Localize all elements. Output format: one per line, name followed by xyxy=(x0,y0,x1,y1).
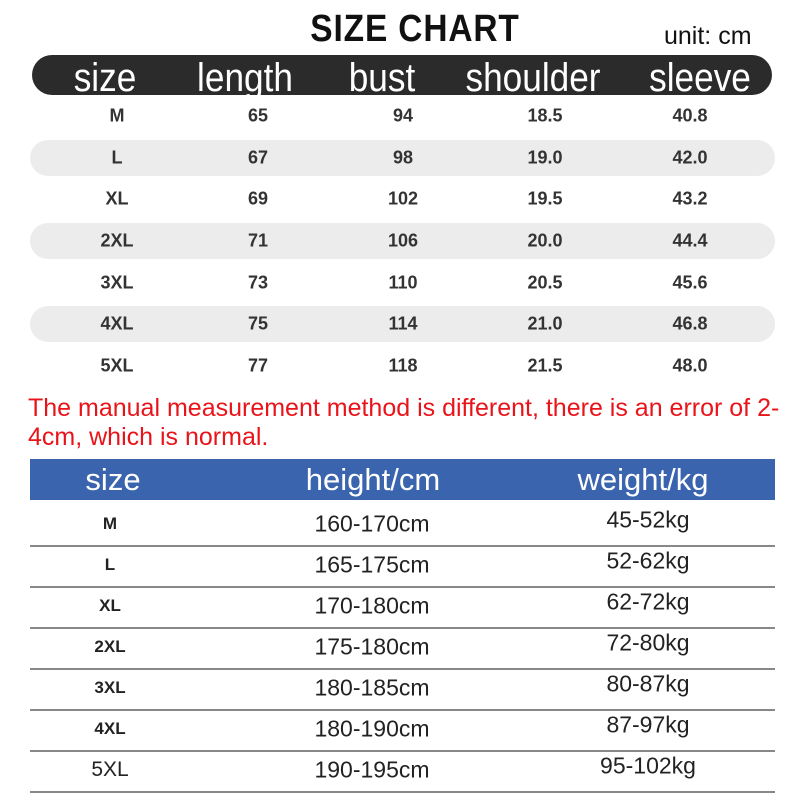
table-cell: 75 xyxy=(247,313,269,334)
column-header-size: size xyxy=(73,56,137,100)
column-header-size: size xyxy=(85,462,141,497)
table-cell: 21.0 xyxy=(527,313,563,334)
row-divider xyxy=(30,791,775,793)
table-cell: 106 xyxy=(387,230,419,251)
table-cell: 114 xyxy=(388,313,418,334)
row-divider xyxy=(30,545,775,547)
table-cell: 44.4 xyxy=(672,230,708,251)
table-cell: L xyxy=(104,555,116,574)
table-cell: 40.8 xyxy=(672,105,708,126)
table-cell: XL xyxy=(99,596,121,615)
table-cell: 110 xyxy=(388,272,418,293)
table-cell: 5XL xyxy=(91,758,129,781)
row-divider xyxy=(30,586,775,588)
row-band xyxy=(30,306,775,343)
table-cell: 62-72kg xyxy=(606,588,690,615)
row-band xyxy=(30,139,775,176)
table-cell: 43.2 xyxy=(672,188,708,209)
table-cell: 71 xyxy=(247,230,269,251)
table-cell: 20.0 xyxy=(527,230,563,251)
table-cell: 48.0 xyxy=(672,355,708,376)
table-cell: 180-185cm xyxy=(314,674,430,701)
table-cell: 2XL xyxy=(100,230,134,251)
column-header-bust: bust xyxy=(348,56,416,100)
table-cell: 3XL xyxy=(100,272,134,293)
table-cell: M xyxy=(102,514,118,533)
unit-label: unit: cm xyxy=(664,22,752,50)
table-cell: 42.0 xyxy=(672,147,708,168)
table-cell: 69 xyxy=(247,188,269,209)
table-cell: 3XL xyxy=(94,678,126,697)
table-cell: 87-97kg xyxy=(606,711,690,738)
measurement-note: The manual measurement method is differe… xyxy=(28,394,780,451)
table-cell: 98 xyxy=(392,147,414,168)
table-cell: 52-62kg xyxy=(606,547,690,574)
row-divider xyxy=(30,668,775,670)
row-divider xyxy=(30,709,775,711)
table-cell: 170-180cm xyxy=(314,592,430,619)
table-cell: L xyxy=(111,147,123,168)
table-cell: 4XL xyxy=(100,313,134,334)
row-band xyxy=(30,223,775,259)
column-header-shoulder: shoulder xyxy=(465,56,601,100)
table-cell: 5XL xyxy=(100,355,134,376)
table-cell: 4XL xyxy=(94,719,126,738)
table-cell: 94 xyxy=(392,105,414,126)
table-cell: 95-102kg xyxy=(600,752,696,779)
table-cell: 67 xyxy=(247,147,269,168)
column-header-length: length xyxy=(197,56,293,100)
table-cell: 2XL xyxy=(94,637,126,656)
row-divider xyxy=(30,627,775,629)
table-cell: 73 xyxy=(247,272,269,293)
table-cell: 45-52kg xyxy=(606,506,690,533)
table-cell: 20.5 xyxy=(527,272,563,293)
column-header-weight-kg: weight/kg xyxy=(577,462,709,497)
table-cell: XL xyxy=(105,188,129,209)
table-cell: 118 xyxy=(388,355,418,376)
table-cell: 45.6 xyxy=(672,272,708,293)
table-cell: 80-87kg xyxy=(606,670,690,697)
table-cell: 18.5 xyxy=(527,105,563,126)
table-cell: 19.0 xyxy=(527,147,563,168)
bottom-table-header-bar xyxy=(30,459,775,500)
table-cell: 77 xyxy=(247,355,269,376)
table-cell: 175-180cm xyxy=(314,633,430,660)
row-divider xyxy=(30,750,775,752)
top-table-header-bar xyxy=(32,55,772,95)
table-cell: 102 xyxy=(387,188,419,209)
table-cell: 180-190cm xyxy=(314,715,430,742)
table-cell: 160-170cm xyxy=(314,510,430,537)
table-cell: 65 xyxy=(247,105,269,126)
column-header-sleeve: sleeve xyxy=(649,56,751,100)
page-title: SIZE CHART xyxy=(310,8,520,50)
table-cell: 165-175cm xyxy=(314,551,430,578)
table-cell: 72-80kg xyxy=(606,629,690,656)
table-cell: 21.5 xyxy=(527,355,563,376)
table-cell: M xyxy=(109,105,125,126)
table-cell: 190-195cm xyxy=(314,756,430,783)
table-cell: 19.5 xyxy=(527,188,563,209)
table-cell: 46.8 xyxy=(672,313,708,334)
column-header-height-cm: height/cm xyxy=(305,462,441,497)
